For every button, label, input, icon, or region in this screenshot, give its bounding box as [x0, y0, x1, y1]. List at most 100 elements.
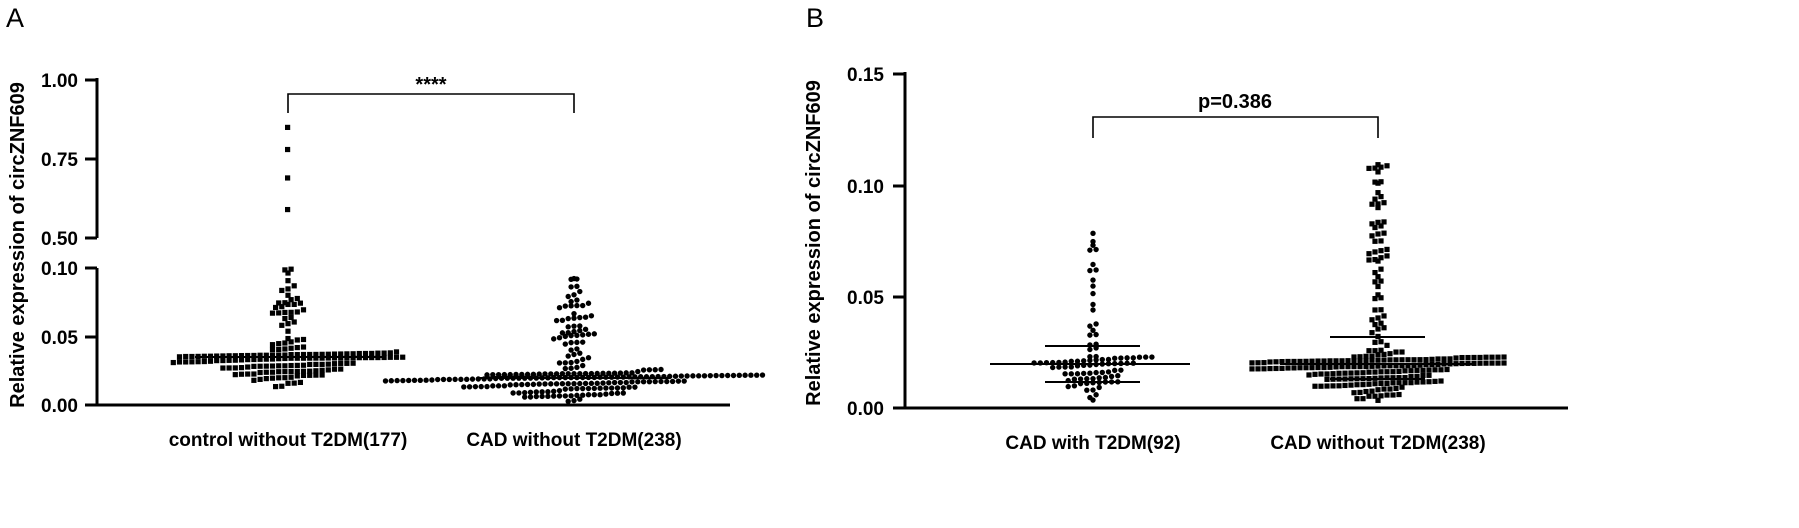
panel-a-data-point-cad [559, 381, 566, 387]
panel-a-data-point-control [207, 358, 214, 364]
panel-b-data-point-with-t2dm [1090, 261, 1096, 268]
panel-b-data-point-without-t2dm [1384, 392, 1390, 398]
panel-a-data-point-cad [646, 378, 653, 385]
panel-a-data-point-cad [713, 372, 719, 379]
panel-b-data-point-without-t2dm [1372, 279, 1378, 285]
panel-b-data-point-without-t2dm [1363, 357, 1369, 364]
panel-b-data-point-without-t2dm [1324, 376, 1330, 382]
panel-a-data-point-cad [574, 385, 580, 392]
panel-a-data-point-control [238, 357, 245, 363]
panel-b-data-point-without-t2dm [1429, 356, 1435, 362]
panel-b-data-point-without-t2dm [1426, 379, 1432, 385]
panel-a-data-point-cad [635, 368, 641, 375]
panel-a-data-point-control [288, 345, 294, 351]
panel-a-data-point-control [176, 359, 183, 365]
panel-a-tick-label: 0.50 [41, 229, 78, 250]
panel-a-data-point-cad [577, 380, 583, 387]
panel-b-data-point-without-t2dm [1375, 363, 1381, 369]
panel-b-data-point-without-t2dm [1372, 393, 1378, 399]
panel-a-data-point-cad [748, 372, 754, 378]
panel-a-data-point-control [226, 365, 232, 371]
panel-b-data-point-without-t2dm [1423, 357, 1429, 363]
panel-b-data-point-without-t2dm [1327, 358, 1333, 364]
panel-a-data-point-cad [553, 371, 560, 377]
panel-b-letter: B [806, 3, 824, 33]
panel-b-data-point-without-t2dm [1366, 251, 1372, 257]
panel-b-data-point-with-t2dm [1071, 383, 1078, 389]
panel-b-data-point-without-t2dm [1420, 379, 1426, 385]
panel-a-data-point-cad [440, 376, 447, 383]
panel-b-data-point-without-t2dm [1321, 358, 1327, 364]
panel-b-data-point-without-t2dm [1384, 246, 1390, 253]
panel-b-data-point-without-t2dm [1306, 372, 1312, 378]
panel-b-data-points [1031, 162, 1507, 403]
panel-a-data-point-control [294, 373, 300, 379]
panel-a: A Relative expression of circZNF609 1.00… [6, 3, 766, 451]
panel-a-data-point-control [257, 352, 263, 358]
panel-a-data-point-cad [562, 360, 568, 366]
panel-a-data-point-cad [730, 372, 737, 379]
panel-a-data-point-cad [461, 384, 467, 390]
panel-b-data-point-without-t2dm [1351, 354, 1357, 360]
panel-b-data-point-without-t2dm [1261, 360, 1267, 366]
panel-b-data-point-without-t2dm [1375, 180, 1381, 186]
panel-a-data-point-cad [580, 302, 586, 309]
panel-a-data-point-control [282, 363, 288, 369]
panel-a-data-point-cad [548, 371, 554, 377]
panel-a-data-point-cad [571, 328, 577, 335]
panel-a-data-point-control [297, 300, 303, 306]
panel-a-data-point-control [201, 358, 207, 365]
panel-a-category-label-cad: CAD without T2DM(238) [466, 430, 681, 451]
panel-a-data-point-control [307, 355, 313, 361]
panel-b-data-point-without-t2dm [1399, 363, 1405, 369]
panel-a-tick-label: 1.00 [41, 71, 78, 92]
panel-a-data-point-cad [614, 385, 621, 391]
panel-b-data-point-without-t2dm [1384, 380, 1390, 387]
panel-a-data-point-cad [574, 358, 580, 365]
panel-a-data-point-cad [585, 300, 592, 306]
panel-a-data-point-cad [527, 394, 534, 400]
panel-a-data-point-cad [577, 370, 583, 377]
panel-b-data-point-without-t2dm [1414, 367, 1420, 373]
panel-b-tick-label: 0.00 [847, 399, 884, 420]
panel-b-data-point-with-t2dm [1090, 307, 1096, 313]
panel-a-data-point-cad [678, 373, 684, 379]
panel-a-data-point-control [257, 369, 263, 376]
panel-a-data-point-cad [571, 292, 577, 298]
panel-b-data-point-with-t2dm [1062, 371, 1068, 377]
panel-a-data-point-control [313, 372, 319, 378]
panel-b-data-point-with-t2dm [1077, 376, 1084, 382]
panel-b-data-point-without-t2dm [1375, 292, 1381, 298]
panel-b-data-point-with-t2dm [1074, 358, 1081, 364]
panel-a-data-point-control [297, 379, 303, 386]
panel-a-data-point-cad [501, 371, 508, 378]
panel-b-data-point-without-t2dm [1378, 238, 1384, 244]
panel-b-data-point-with-t2dm [1050, 364, 1056, 371]
panel-b-data-point-without-t2dm [1483, 354, 1489, 360]
panel-a-data-point-cad [696, 373, 702, 379]
panel-a-data-point-control [291, 301, 297, 308]
panel-a-data-point-control [294, 337, 300, 343]
panel-a-data-point-cad [562, 386, 568, 392]
panel-a-data-point-cad [565, 370, 571, 377]
panel-a-data-point-cad [568, 303, 574, 309]
panel-a-data-point-cad [524, 371, 531, 378]
panel-b-data-point-without-t2dm [1375, 352, 1381, 358]
panel-a-data-point-cad [609, 385, 615, 391]
panel-a-data-point-control [369, 350, 375, 357]
panel-a-data-point-control [300, 351, 307, 358]
panel-b-data-point-without-t2dm [1342, 370, 1348, 376]
panel-a-data-point-control [238, 365, 245, 371]
panel-b-data-point-with-t2dm [1065, 383, 1071, 390]
panel-a-data-point-cad [571, 315, 577, 321]
panel-a-data-point-cad [591, 385, 597, 392]
panel-b-data-point-without-t2dm [1399, 384, 1405, 390]
panel-a-data-point-control [294, 309, 300, 315]
panel-a-data-point-cad [562, 365, 568, 372]
panel-a-data-point-cad [690, 373, 696, 379]
panel-b-data-point-without-t2dm [1426, 367, 1432, 373]
panel-b-data-point-without-t2dm [1363, 353, 1369, 359]
panel-a-data-point-cad [507, 371, 513, 378]
panel-b-data-point-with-t2dm [1074, 371, 1081, 377]
panel-a-data-point-cad [516, 390, 522, 396]
